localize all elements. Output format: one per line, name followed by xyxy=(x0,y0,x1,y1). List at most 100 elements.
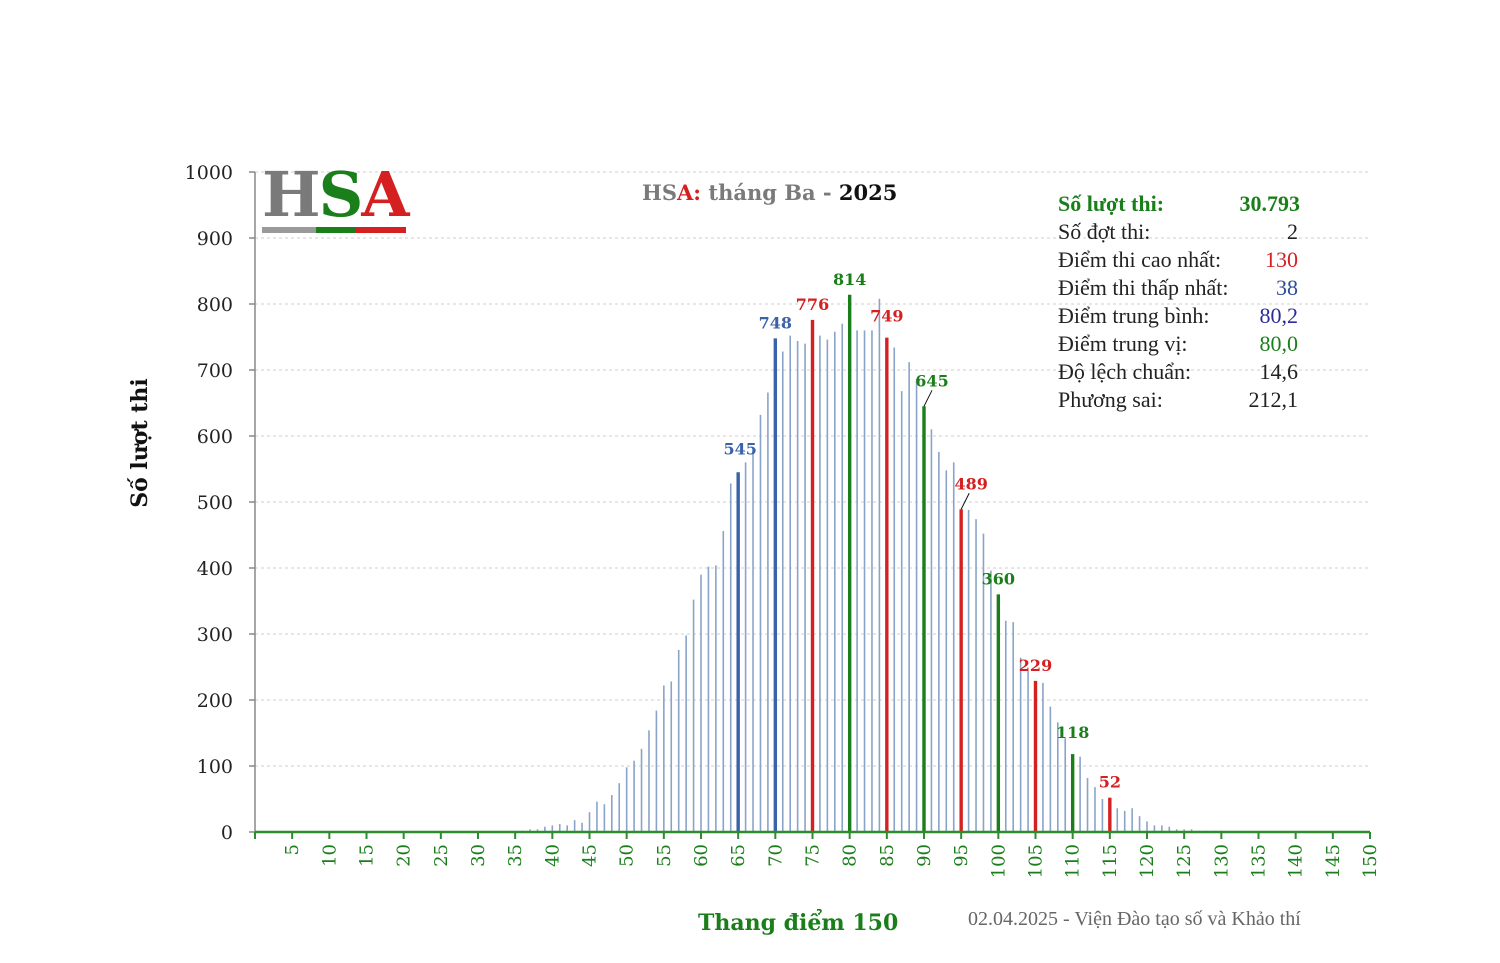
stat-value: 2 xyxy=(1287,219,1298,244)
footer-org: Viện Đào tạo số và Khảo thí xyxy=(1074,908,1301,930)
y-tick-label: 800 xyxy=(197,294,233,316)
y-tick-label: 600 xyxy=(197,426,233,448)
bar-value-label: 645 xyxy=(915,371,948,390)
title-year: 2025 xyxy=(838,180,898,205)
x-tick-label: 135 xyxy=(1249,844,1270,878)
x-tick-label: 95 xyxy=(951,844,972,867)
stat-key: Điểm trung bình: xyxy=(1058,303,1210,328)
footer-sep: - xyxy=(1058,908,1075,930)
stat-row: Điểm trung bình: 80,2 xyxy=(1058,302,1318,330)
x-tick-label: 130 xyxy=(1211,844,1232,878)
x-tick-label: 90 xyxy=(914,844,935,867)
y-tick-label: 400 xyxy=(197,558,233,580)
stat-key: Điểm thi cao nhất: xyxy=(1058,247,1222,272)
logo-letter-a: A xyxy=(361,158,409,231)
annotation-leader xyxy=(923,390,933,407)
stat-value: 212,1 xyxy=(1248,387,1299,412)
footer-date: 02.04.2025 xyxy=(968,908,1058,930)
y-axis-label: Số lượt thi xyxy=(127,378,153,508)
x-tick-label: 150 xyxy=(1360,844,1381,878)
logo-letter-h: H xyxy=(262,158,321,231)
stat-key: Điểm thi thấp nhất: xyxy=(1058,275,1229,300)
bar-value-label: 118 xyxy=(1056,723,1089,742)
x-tick-label: 60 xyxy=(691,844,712,867)
bar-value-label: 229 xyxy=(1019,656,1052,675)
x-axis-label: Thang điểm 150 xyxy=(698,910,899,936)
title-month: tháng Ba xyxy=(708,180,816,205)
stat-value: 38 xyxy=(1276,275,1298,300)
chart-title: HSA: tháng Ba - 2025 xyxy=(642,180,897,205)
x-tick-label: 30 xyxy=(468,844,489,867)
x-tick-label: 115 xyxy=(1100,844,1121,878)
bar-value-label: 748 xyxy=(759,313,792,332)
stat-value: 130 xyxy=(1265,247,1298,272)
x-tick-label: 85 xyxy=(877,844,898,867)
y-tick-label: 300 xyxy=(197,624,233,646)
stat-row: Phương sai: 212,1 xyxy=(1058,386,1318,414)
x-tick-label: 110 xyxy=(1063,844,1084,878)
x-tick-label: 105 xyxy=(1026,844,1047,878)
axes xyxy=(249,171,1371,839)
stat-row: Điểm thi thấp nhất: 38 xyxy=(1058,274,1318,302)
y-tick-label: 1000 xyxy=(185,162,233,184)
stat-value: 80,2 xyxy=(1259,303,1299,328)
bar-value-label: 814 xyxy=(833,270,866,289)
x-tick-label: 100 xyxy=(988,844,1009,878)
x-tick-label: 45 xyxy=(580,844,601,867)
stat-value: 14,6 xyxy=(1259,359,1299,384)
x-tick-label: 20 xyxy=(394,844,415,867)
y-tick-label: 900 xyxy=(197,228,233,250)
title-sep: - xyxy=(815,180,839,205)
title-prefix: HSA: xyxy=(642,180,702,205)
x-tick-label: 5 xyxy=(282,844,303,855)
annotation-leader xyxy=(960,493,970,510)
stat-key: Phương sai: xyxy=(1058,387,1163,412)
y-tick-label: 500 xyxy=(197,492,233,514)
x-tick-label: 10 xyxy=(319,844,340,867)
stat-row: Điểm thi cao nhất: 130 xyxy=(1058,246,1318,274)
x-tick-label: 120 xyxy=(1137,844,1158,878)
x-tick-label: 35 xyxy=(505,844,526,867)
x-tick-label: 140 xyxy=(1286,844,1307,878)
stat-value: 80,0 xyxy=(1259,331,1299,356)
stat-key: Điểm trung vị: xyxy=(1058,331,1188,356)
x-tick-labels: 5 10 15 20 25 30 35 40 45 50 55 60 65 70 75 80 85 90 95 100… xyxy=(282,844,1381,878)
x-tick-label: 55 xyxy=(654,844,675,867)
y-tick-label: 700 xyxy=(197,360,233,382)
x-tick-label: 65 xyxy=(728,844,749,867)
stat-key: Độ lệch chuẩn: xyxy=(1058,359,1192,384)
logo-letter-s: S xyxy=(318,158,364,231)
x-tick-label: 15 xyxy=(357,844,378,867)
bar-value-label: 545 xyxy=(723,439,756,458)
stat-row: Độ lệch chuẩn: 14,6 xyxy=(1058,358,1318,386)
x-tick-label: 80 xyxy=(840,844,861,867)
stat-key: Số lượt thi: xyxy=(1058,191,1165,216)
stat-row: Số đợt thi: 2 xyxy=(1058,218,1318,246)
y-tick-label: 100 xyxy=(197,756,233,778)
footer-credit: 02.04.2025 - Viện Đào tạo số và Khảo thí xyxy=(968,908,1301,931)
x-tick-label: 125 xyxy=(1174,844,1195,878)
x-tick-label: 50 xyxy=(617,844,638,867)
stat-key: Số đợt thi: xyxy=(1058,219,1151,244)
x-tick-label: 25 xyxy=(431,844,452,867)
x-tick-label: 75 xyxy=(803,844,824,867)
y-tick-label: 200 xyxy=(197,690,233,712)
hsa-logo: HSA xyxy=(262,158,412,238)
bar-value-label: 52 xyxy=(1099,773,1121,792)
x-tick-label: 40 xyxy=(542,844,563,867)
bar-value-label: 360 xyxy=(982,569,1015,588)
y-tick-labels: 0 100 200 300 400 500 600 700 800 900 1000 xyxy=(185,162,233,844)
stats-panel: Số lượt thi: 30.793 Số đợt thi: 2 Điểm thi c… xyxy=(1058,190,1318,414)
stat-row: Số lượt thi: 30.793 xyxy=(1058,190,1318,218)
y-tick-label: 0 xyxy=(221,822,233,844)
bar-value-label: 749 xyxy=(870,307,903,326)
stat-value: 30.793 xyxy=(1239,191,1301,216)
bar-value-label: 489 xyxy=(954,474,987,493)
bar-value-label: 776 xyxy=(796,295,829,314)
histogram-bars xyxy=(521,294,1223,832)
stat-row: Điểm trung vị: 80,0 xyxy=(1058,330,1318,358)
x-tick-label: 70 xyxy=(765,844,786,867)
x-tick-label: 145 xyxy=(1323,844,1344,878)
